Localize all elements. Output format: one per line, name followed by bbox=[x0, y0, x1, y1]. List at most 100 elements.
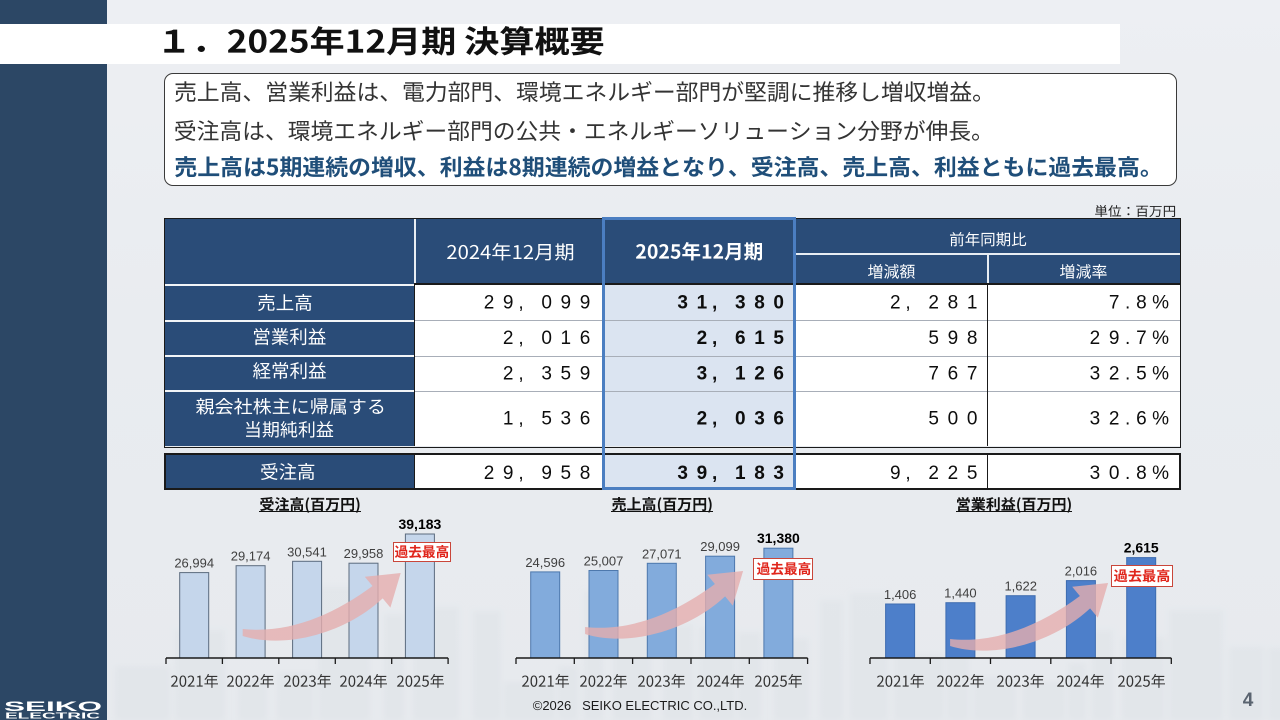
svg-text:3: 3 bbox=[677, 463, 688, 484]
svg-text:3: 3 bbox=[773, 463, 784, 484]
svg-text:%: % bbox=[1152, 328, 1169, 349]
svg-text:%: % bbox=[1152, 363, 1169, 384]
svg-text:0: 0 bbox=[735, 408, 746, 429]
svg-text:2,016: 2,016 bbox=[1065, 564, 1098, 579]
svg-text:6: 6 bbox=[773, 408, 784, 429]
svg-text:,: , bbox=[518, 363, 523, 384]
svg-text:3: 3 bbox=[677, 292, 688, 313]
svg-text:.: . bbox=[1125, 408, 1130, 429]
svg-text:2: 2 bbox=[484, 463, 495, 484]
svg-text:ELECTRIC: ELECTRIC bbox=[5, 711, 100, 720]
svg-text:3: 3 bbox=[754, 408, 765, 429]
svg-text:2: 2 bbox=[503, 328, 514, 349]
svg-text:5: 5 bbox=[1136, 363, 1147, 384]
svg-text:,: , bbox=[518, 328, 523, 349]
svg-text:5: 5 bbox=[541, 408, 552, 429]
svg-text:3: 3 bbox=[561, 408, 572, 429]
svg-text:2: 2 bbox=[890, 292, 901, 313]
svg-text:,: , bbox=[712, 328, 717, 349]
svg-text:9: 9 bbox=[503, 463, 514, 484]
svg-text:3: 3 bbox=[735, 292, 746, 313]
svg-text:1,440: 1,440 bbox=[944, 586, 977, 601]
svg-text:6: 6 bbox=[580, 408, 591, 429]
svg-text:,: , bbox=[905, 463, 910, 484]
svg-text:.: . bbox=[1125, 292, 1130, 313]
svg-text:39,183: 39,183 bbox=[399, 516, 442, 532]
svg-text:%: % bbox=[1152, 292, 1169, 313]
svg-text:1: 1 bbox=[967, 292, 978, 313]
svg-text:8: 8 bbox=[948, 292, 959, 313]
svg-text:2: 2 bbox=[697, 328, 708, 349]
svg-text:7: 7 bbox=[967, 363, 978, 384]
svg-text:1,406: 1,406 bbox=[884, 587, 917, 602]
svg-text:.: . bbox=[1125, 463, 1130, 484]
svg-text:%: % bbox=[1152, 463, 1169, 484]
svg-text:2: 2 bbox=[697, 408, 708, 429]
svg-text:.: . bbox=[1125, 363, 1130, 384]
svg-text:2: 2 bbox=[1109, 408, 1120, 429]
svg-text:27,071: 27,071 bbox=[642, 546, 682, 561]
svg-text:,: , bbox=[905, 292, 910, 313]
svg-text:2: 2 bbox=[1090, 328, 1101, 349]
svg-text:26,994: 26,994 bbox=[175, 556, 215, 571]
svg-text:9: 9 bbox=[580, 292, 591, 313]
svg-text:24,596: 24,596 bbox=[525, 555, 565, 570]
svg-text:7: 7 bbox=[1136, 328, 1147, 349]
svg-text:0: 0 bbox=[541, 328, 552, 349]
svg-text:5: 5 bbox=[928, 408, 939, 429]
svg-text:,: , bbox=[712, 408, 717, 429]
svg-text:5: 5 bbox=[928, 328, 939, 349]
svg-text:8: 8 bbox=[754, 463, 765, 484]
svg-text:6: 6 bbox=[580, 328, 591, 349]
svg-text:5: 5 bbox=[561, 463, 572, 484]
svg-text:1: 1 bbox=[561, 328, 572, 349]
svg-text:%: % bbox=[1152, 408, 1169, 429]
svg-text:2: 2 bbox=[484, 292, 495, 313]
svg-text:3: 3 bbox=[697, 363, 708, 384]
svg-text:1: 1 bbox=[503, 408, 514, 429]
svg-text:2: 2 bbox=[948, 463, 959, 484]
svg-text:3: 3 bbox=[1090, 463, 1101, 484]
svg-text:1: 1 bbox=[735, 363, 746, 384]
svg-text:0: 0 bbox=[773, 292, 784, 313]
svg-text:,: , bbox=[518, 292, 523, 313]
svg-text:9: 9 bbox=[503, 292, 514, 313]
svg-text:6: 6 bbox=[773, 363, 784, 384]
svg-text:8: 8 bbox=[580, 463, 591, 484]
svg-text:2: 2 bbox=[1109, 363, 1120, 384]
svg-text:5: 5 bbox=[967, 463, 978, 484]
svg-text:0: 0 bbox=[948, 408, 959, 429]
svg-text:6: 6 bbox=[1136, 408, 1147, 429]
svg-text:SEIKO: SEIKO bbox=[4, 698, 102, 714]
svg-text:7: 7 bbox=[928, 363, 939, 384]
svg-text:3: 3 bbox=[541, 363, 552, 384]
svg-text:2,615: 2,615 bbox=[1124, 540, 1159, 556]
svg-text:,: , bbox=[712, 463, 717, 484]
svg-text:6: 6 bbox=[735, 328, 746, 349]
svg-text:,: , bbox=[712, 292, 717, 313]
svg-text:6: 6 bbox=[948, 363, 959, 384]
svg-text:8: 8 bbox=[1136, 292, 1147, 313]
svg-text:,: , bbox=[712, 363, 717, 384]
svg-text:1: 1 bbox=[754, 328, 765, 349]
svg-text:30,541: 30,541 bbox=[287, 544, 327, 559]
svg-text:2: 2 bbox=[928, 292, 939, 313]
svg-text:2: 2 bbox=[928, 463, 939, 484]
svg-text:,: , bbox=[518, 463, 523, 484]
svg-text:4: 4 bbox=[1243, 690, 1254, 710]
svg-text:9: 9 bbox=[580, 363, 591, 384]
svg-text:29,174: 29,174 bbox=[231, 549, 271, 564]
svg-text:3: 3 bbox=[1090, 363, 1101, 384]
svg-text:0: 0 bbox=[967, 408, 978, 429]
svg-text:8: 8 bbox=[1136, 463, 1147, 484]
svg-text:9: 9 bbox=[541, 463, 552, 484]
svg-text:8: 8 bbox=[967, 328, 978, 349]
svg-text:3: 3 bbox=[1090, 408, 1101, 429]
svg-text:9: 9 bbox=[948, 328, 959, 349]
svg-text:0: 0 bbox=[541, 292, 552, 313]
svg-text:31,380: 31,380 bbox=[757, 530, 800, 546]
svg-text:2: 2 bbox=[503, 363, 514, 384]
svg-text:9: 9 bbox=[561, 292, 572, 313]
svg-text:29,958: 29,958 bbox=[344, 546, 384, 561]
svg-text:25,007: 25,007 bbox=[584, 554, 624, 569]
